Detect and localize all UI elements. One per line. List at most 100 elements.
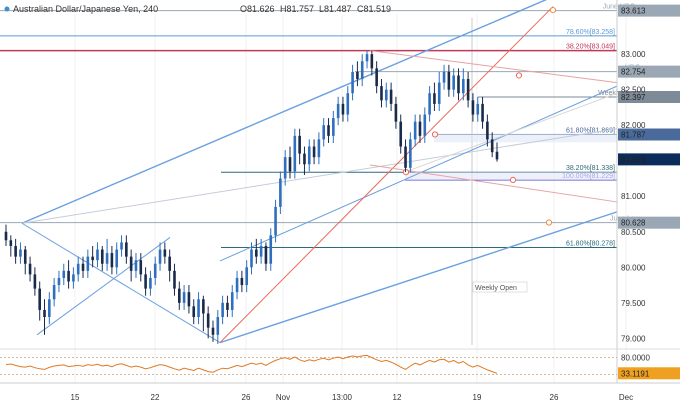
trendline <box>21 0 548 224</box>
candle-body <box>177 288 181 303</box>
candle-body <box>76 263 80 275</box>
candle-body <box>375 68 378 87</box>
candle-body <box>288 157 292 172</box>
candle-body <box>192 306 196 318</box>
price-tag-text: 80.628 <box>621 219 646 228</box>
candle-body <box>48 299 51 318</box>
time-tick-label: 13:00 <box>332 393 353 402</box>
candle-body <box>327 125 330 136</box>
trendline <box>219 85 618 262</box>
annotation-box <box>472 281 528 293</box>
candle-body <box>72 274 75 282</box>
candle-body <box>149 277 152 289</box>
candle-body <box>279 178 282 207</box>
time-tick-label: 12 <box>393 393 402 402</box>
candle-body <box>486 121 489 140</box>
price-tick-label: 82.500 <box>621 86 646 95</box>
candle-body <box>163 249 167 257</box>
candle-body <box>404 146 407 168</box>
candle-body <box>274 206 277 236</box>
price-tick-label: 79.500 <box>621 299 646 308</box>
grid <box>74 14 627 383</box>
price-axis: 79.00079.50080.00080.50081.00081.50082.0… <box>616 0 680 383</box>
price-tick-label: 80.500 <box>621 228 646 237</box>
candle-body <box>245 267 248 286</box>
candle-body <box>221 302 224 318</box>
candle-body <box>490 139 494 153</box>
trendline <box>21 128 618 224</box>
candle-body <box>139 260 143 275</box>
candle-body <box>206 313 210 328</box>
chart-header: Australian Dollar/Japanese Yen, 240 O81.… <box>4 4 391 14</box>
candle-body <box>115 249 119 268</box>
price-tag-bg <box>618 216 680 229</box>
candle-body <box>365 54 369 62</box>
candle-body <box>144 274 147 289</box>
annotation-weekly-open: Weekly Open <box>475 285 517 292</box>
price-tick-label: 80.000 <box>621 263 646 272</box>
trendlines: Weekly Open <box>21 0 618 344</box>
candle-body <box>91 256 94 261</box>
candle-body <box>38 288 41 310</box>
price-tag-bg <box>618 128 680 141</box>
anchor-point <box>515 72 523 79</box>
price-tag-bg <box>618 4 680 17</box>
candle-body <box>462 79 465 94</box>
candle-body <box>433 93 436 104</box>
price-tag-text: 81.787 <box>621 131 646 140</box>
candle-body <box>28 263 32 275</box>
candle-body <box>226 302 229 310</box>
symbol-dot-icon <box>4 6 10 12</box>
price-tick-label: 79.000 <box>621 334 646 343</box>
last-price-tag <box>618 153 680 166</box>
candle-body <box>259 245 263 257</box>
trendline <box>369 164 618 203</box>
candle-body <box>380 86 383 101</box>
candle-body <box>452 75 455 90</box>
candle-body <box>293 135 297 172</box>
candle-body <box>384 89 388 101</box>
time-tick-label: Dec <box>619 393 633 402</box>
anchor-point <box>509 176 517 184</box>
fib-band <box>434 133 617 143</box>
time-axis: 15 22 26 Nov 13:00 12 19 26 Dec <box>0 382 680 402</box>
candle-body <box>125 242 128 257</box>
candle-body <box>211 327 215 335</box>
price-tick-label: 81.000 <box>621 192 646 201</box>
candle-body <box>269 235 273 264</box>
candle-body <box>235 277 239 293</box>
candle-body <box>394 103 398 122</box>
candle-body <box>418 121 422 136</box>
candle-body <box>110 253 114 268</box>
candle-body <box>481 103 484 122</box>
candle-body <box>33 274 37 289</box>
candle-body <box>202 299 205 314</box>
time-tick-label: Nov <box>276 393 290 402</box>
candle-body <box>317 139 321 158</box>
candle-body <box>312 146 316 158</box>
trendline <box>404 92 618 173</box>
candle-body <box>298 135 301 154</box>
candle-body <box>86 256 90 271</box>
price-tag-bg <box>618 65 680 78</box>
price-tick-label: 82.000 <box>621 121 646 130</box>
symbol-title: Australian Dollar/Japanese Yen, 240 <box>13 4 158 14</box>
candle-body <box>307 146 311 165</box>
candle-body <box>67 270 70 282</box>
level-label: 61.80%[80.278] <box>566 241 615 248</box>
price-tag-bg <box>618 90 680 103</box>
candle-body <box>168 256 171 271</box>
time-tick-label: 26 <box>550 393 559 402</box>
level-label: 61.80%[81.869] <box>566 128 615 135</box>
price-tag-text: 83.613 <box>621 7 646 16</box>
time-tick-label: 15 <box>71 393 80 402</box>
price-tag-text: 82.754 <box>621 68 646 77</box>
candle-body <box>96 249 99 261</box>
last-price-label: 81.519 <box>621 155 646 164</box>
fib-band-lower <box>405 172 617 180</box>
level-label: 78.60%[83.258] <box>566 29 615 36</box>
candle-body <box>23 249 27 264</box>
candle-body <box>332 118 335 136</box>
